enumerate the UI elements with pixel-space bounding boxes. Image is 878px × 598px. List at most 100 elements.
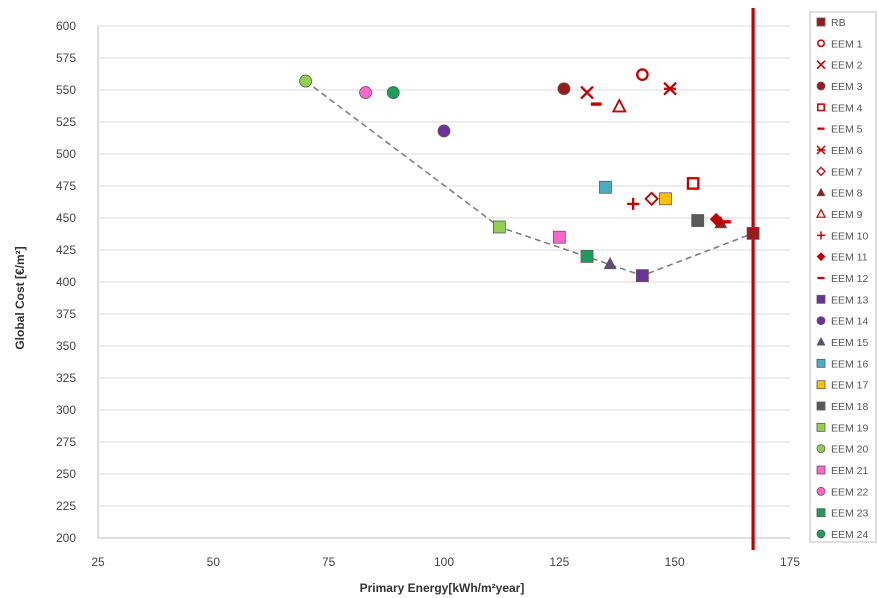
y-tick-label-200: 200 [56, 531, 76, 545]
legend-label-eem-13: EEM 13 [831, 294, 869, 306]
marker-eem-2 [580, 85, 594, 100]
marker-eem-1 [636, 68, 649, 81]
y-tick-label-425: 425 [56, 243, 76, 257]
legend-marker-eem-19 [816, 422, 826, 432]
y-tick-label-275: 275 [56, 435, 76, 449]
legend-entry-eem-15: EEM 15 [816, 336, 869, 349]
y-tick-label-500: 500 [56, 147, 76, 161]
data-point-eem-18 [691, 214, 705, 227]
legend-marker-eem-3 [816, 81, 826, 91]
legend-entry-eem-2: EEM 2 [816, 60, 863, 72]
legend-label-eem-9: EEM 9 [831, 209, 863, 221]
x-axis-label: Primary Energy[kWh/m²year] [360, 581, 525, 595]
legend-label-eem-12: EEM 12 [831, 273, 869, 285]
y-tick-label-450: 450 [56, 211, 76, 225]
marker-eem-15 [603, 256, 617, 270]
legend-label-eem-2: EEM 2 [831, 60, 863, 72]
legend-entry-eem-4: EEM 4 [817, 102, 863, 114]
marker-eem-24 [386, 86, 400, 99]
legend-entry-eem-7: EEM 7 [816, 166, 863, 178]
x-tick-label-25: 25 [91, 555, 105, 569]
data-point-eem-21 [552, 230, 566, 244]
data-point-eem-20 [299, 74, 313, 88]
legend-label-eem-19: EEM 19 [831, 422, 869, 434]
y-axis-label: Global Cost [€/m²] [13, 246, 27, 349]
data-point-eem-9 [611, 98, 627, 113]
data-point-eem-6 [663, 81, 677, 96]
marker-rb [746, 226, 760, 240]
legend-marker-eem-1 [817, 39, 825, 48]
legend-marker-eem-8 [816, 187, 826, 197]
data-point-eem-22 [359, 86, 372, 99]
legend-entry-eem-11: EEM 11 [816, 252, 868, 264]
legend-marker-eem-5 [817, 127, 825, 130]
legend-entry-eem-1: EEM 1 [817, 38, 863, 50]
marker-eem-20 [299, 74, 313, 88]
marker-eem-6 [663, 81, 677, 96]
legend-entry-eem-20: EEM 20 [816, 444, 869, 456]
y-tick-label-375: 375 [56, 307, 76, 321]
y-tick-label-600: 600 [56, 19, 76, 33]
legend-entry-eem-14: EEM 14 [816, 316, 869, 328]
legend-label-eem-6: EEM 6 [831, 145, 863, 157]
axes [97, 26, 790, 539]
plot-area [299, 8, 760, 550]
legend-label-eem-1: EEM 1 [831, 38, 863, 50]
data-point-eem-7 [644, 191, 659, 207]
legend-entry-eem-9: EEM 9 [815, 208, 863, 221]
marker-eem-21 [552, 230, 566, 244]
x-tick-label-100: 100 [434, 555, 454, 569]
legend-entry-eem-13: EEM 13 [816, 294, 869, 306]
legend-marker-eem-9 [815, 208, 827, 218]
y-tick-label-525: 525 [56, 115, 76, 129]
legend-marker-eem-10 [817, 231, 825, 240]
legend-marker-eem-7 [816, 166, 826, 177]
legend-label-eem-17: EEM 17 [831, 380, 869, 392]
y-tick-label-225: 225 [56, 499, 76, 513]
legend-label-eem-21: EEM 21 [831, 465, 869, 477]
marker-eem-9 [611, 98, 627, 113]
marker-eem-5 [590, 102, 602, 106]
marker-eem-14 [437, 124, 451, 138]
marker-eem-17 [659, 192, 672, 206]
legend-label-eem-3: EEM 3 [831, 81, 863, 93]
data-point-eem-15 [603, 256, 617, 270]
legend-marker-eem-14 [816, 316, 826, 326]
legend-entry-eem-19: EEM 19 [816, 422, 869, 434]
legend-entry-eem-5: EEM 5 [817, 124, 863, 136]
data-point-eem-14 [437, 124, 451, 138]
marker-eem-12 [720, 220, 731, 224]
legend-marker-eem-20 [816, 444, 826, 454]
data-point-eem-16 [599, 180, 612, 194]
legend-entry-eem-16: EEM 16 [816, 358, 869, 370]
legend-entry-eem-17: EEM 17 [816, 380, 869, 392]
legend-label-eem-20: EEM 20 [831, 444, 869, 456]
legend-marker-eem-15 [816, 336, 826, 346]
data-point-eem-1 [636, 68, 649, 81]
legend-entry-rb: RB [816, 17, 846, 29]
data-point-eem-23 [580, 249, 594, 263]
legend-marker-eem-21 [816, 465, 826, 475]
legend-marker-eem-6 [816, 145, 826, 155]
marker-eem-7 [644, 191, 659, 207]
legend-label-eem-23: EEM 23 [831, 508, 869, 520]
gridlines [98, 25, 790, 539]
marker-eem-10 [627, 197, 640, 210]
data-point-eem-17 [659, 192, 672, 206]
marker-eem-4 [686, 177, 700, 190]
legend-marker-eem-12 [817, 276, 825, 280]
x-tick-label-75: 75 [322, 555, 336, 569]
data-point-eem-19 [492, 220, 506, 234]
x-tick-label-125: 125 [549, 555, 569, 569]
legend-label-eem-4: EEM 4 [831, 102, 863, 114]
legend-label-eem-18: EEM 18 [831, 401, 869, 413]
legend-label-eem-14: EEM 14 [831, 316, 869, 328]
data-point-eem-4 [686, 177, 700, 190]
marker-eem-18 [691, 214, 705, 227]
legend-entry-eem-24: EEM 24 [816, 529, 869, 541]
legend-marker-eem-2 [816, 60, 826, 70]
y-tick-label-475: 475 [56, 179, 76, 193]
x-tick-label-50: 50 [207, 555, 221, 569]
